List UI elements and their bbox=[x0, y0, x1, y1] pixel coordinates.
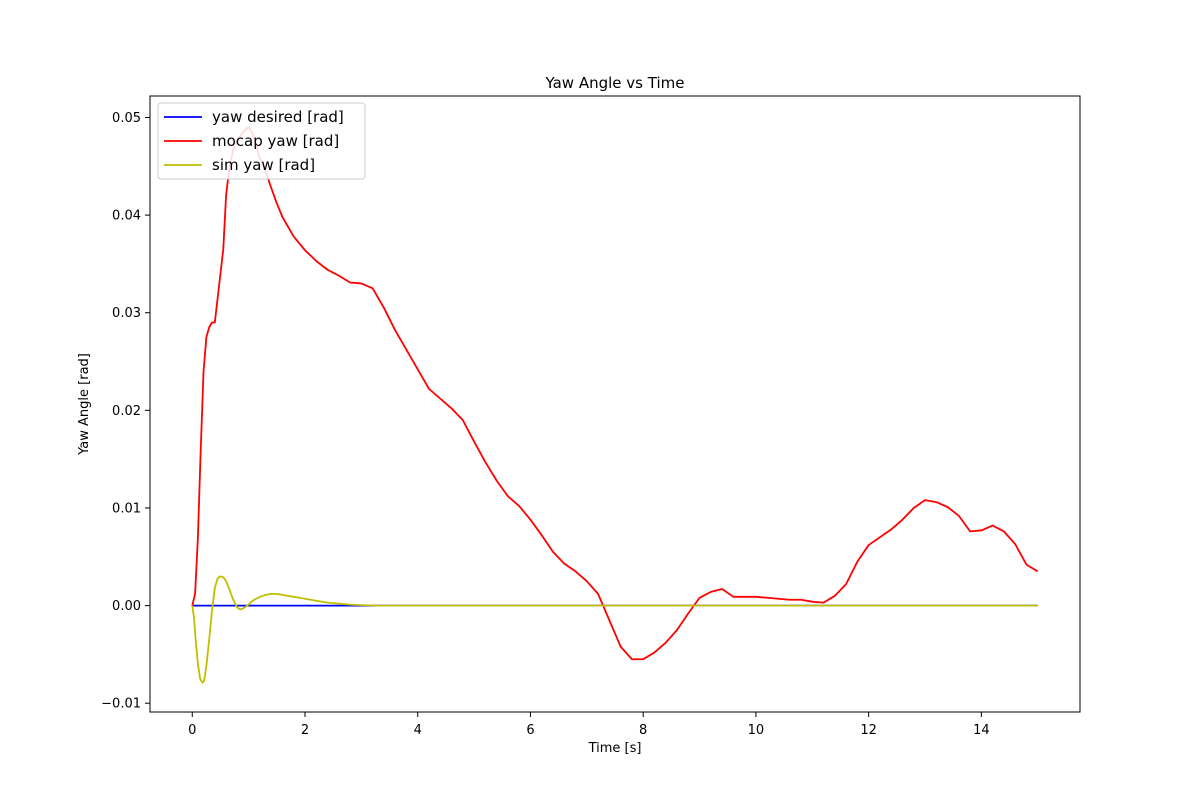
x-tick-label: 0 bbox=[188, 723, 196, 738]
legend: yaw desired [rad] mocap yaw [rad] sim yaw … bbox=[157, 102, 366, 180]
y-tick-label: −0.01 bbox=[101, 697, 141, 712]
y-tick-label: 0.05 bbox=[112, 111, 141, 126]
y-tick-label: 0.04 bbox=[112, 209, 141, 224]
x-tick-label: 4 bbox=[414, 723, 422, 738]
x-tick-label: 8 bbox=[639, 723, 647, 738]
x-tick-label: 12 bbox=[860, 723, 877, 738]
x-tick-label: 6 bbox=[526, 723, 534, 738]
y-tick-label: 0.03 bbox=[112, 306, 141, 321]
x-tick-label: 14 bbox=[973, 723, 990, 738]
legend-label: mocap yaw [rad] bbox=[212, 132, 339, 150]
y-tick-label: 0.02 bbox=[112, 404, 141, 419]
legend-box bbox=[157, 102, 366, 180]
legend-label: yaw desired [rad] bbox=[212, 108, 344, 126]
series-line-sim bbox=[191, 575, 1038, 684]
chart-title: Yaw Angle vs Time bbox=[545, 74, 685, 92]
axis-ticks: 0 2 4 6 8 10 12 14 −0.01 0.00 0.01 0.02 0.03 0.04 0.05 bbox=[101, 111, 989, 738]
y-tick-label: 0.00 bbox=[112, 599, 141, 614]
axes-frame bbox=[149, 95, 1081, 713]
y-tick-label: 0.01 bbox=[112, 501, 141, 516]
legend-label: sim yaw [rad] bbox=[212, 156, 315, 174]
x-axis-title: Time [s] bbox=[588, 741, 642, 756]
y-axis-title: Yaw Angle [rad] bbox=[77, 353, 92, 456]
x-tick-label: 2 bbox=[301, 723, 309, 738]
x-tick-label: 10 bbox=[748, 723, 765, 738]
